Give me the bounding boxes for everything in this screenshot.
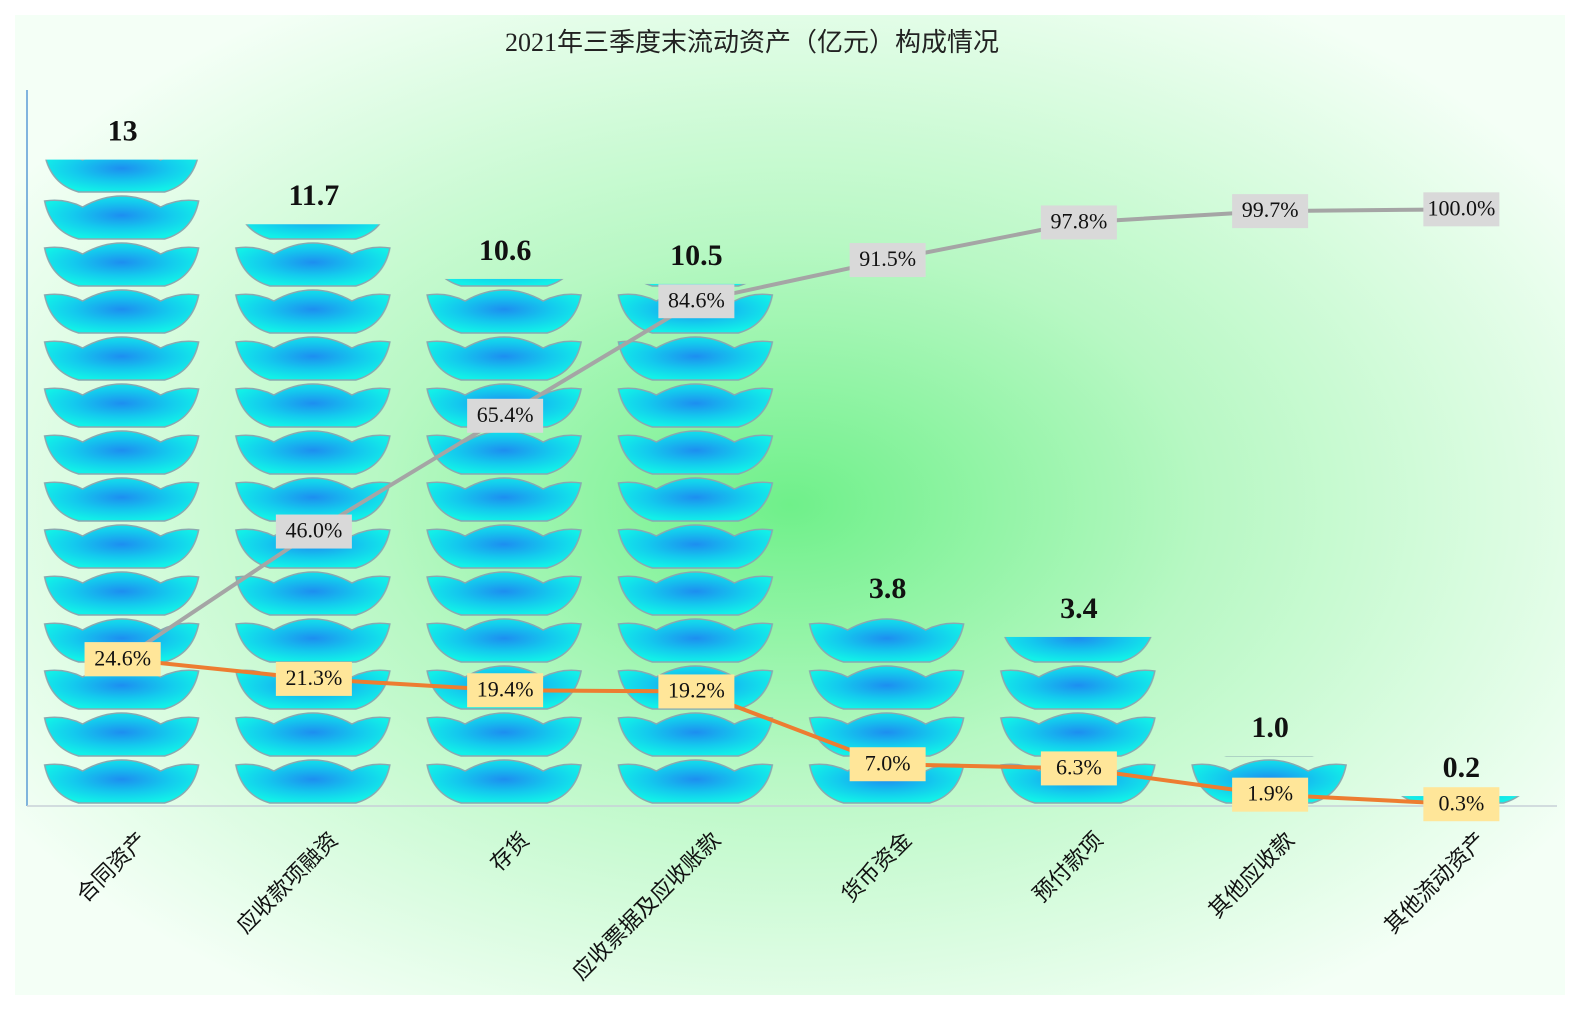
chart-title: 2021年三季度末流动资产（亿元）构成情况: [505, 28, 999, 57]
line-label: 19.2%: [668, 677, 725, 702]
value-label: 0.2: [1443, 751, 1481, 784]
line-label: 19.4%: [477, 676, 534, 701]
line-label-box: [275, 661, 352, 696]
value-label: 10.5: [670, 239, 723, 272]
bar: [42, 159, 203, 807]
line-label-box: [658, 674, 735, 709]
line-label: 100.0%: [1427, 195, 1495, 220]
line-label-box: [467, 673, 544, 708]
line-label-box: [1040, 205, 1117, 240]
bar: [616, 283, 777, 807]
line-label: 97.8%: [1050, 209, 1107, 234]
line-label-box: [275, 514, 352, 549]
line-label-box: [849, 243, 926, 278]
bar: [425, 278, 586, 806]
line-label: 91.5%: [859, 246, 916, 271]
line-label-box: [1423, 192, 1500, 227]
line-label: 46.0%: [285, 518, 342, 543]
value-label: 13: [108, 115, 138, 148]
line-label-box: [658, 284, 735, 319]
line-label: 0.3%: [1438, 790, 1484, 815]
line-label: 7.0%: [865, 750, 911, 775]
value-label: 1.0: [1251, 711, 1289, 744]
line-label-box: [1232, 777, 1309, 812]
line-label: 1.9%: [1247, 781, 1293, 806]
value-label: 11.7: [288, 179, 339, 212]
line-label: 65.4%: [477, 402, 534, 427]
line-label-box: [1040, 751, 1117, 786]
line-label: 6.3%: [1056, 754, 1102, 779]
line-label: 84.6%: [668, 287, 725, 312]
value-label: 3.4: [1060, 592, 1098, 625]
line-label: 21.3%: [285, 665, 342, 690]
line-label-box: [1232, 194, 1309, 229]
line-label-box: [1423, 787, 1500, 822]
line-label: 99.7%: [1242, 197, 1299, 222]
line-label-box: [849, 747, 926, 782]
value-label: 3.8: [869, 572, 907, 605]
line-label-box: [84, 642, 161, 677]
line-label-box: [467, 398, 544, 433]
value-label: 10.6: [479, 234, 532, 267]
line-label: 24.6%: [94, 645, 151, 670]
